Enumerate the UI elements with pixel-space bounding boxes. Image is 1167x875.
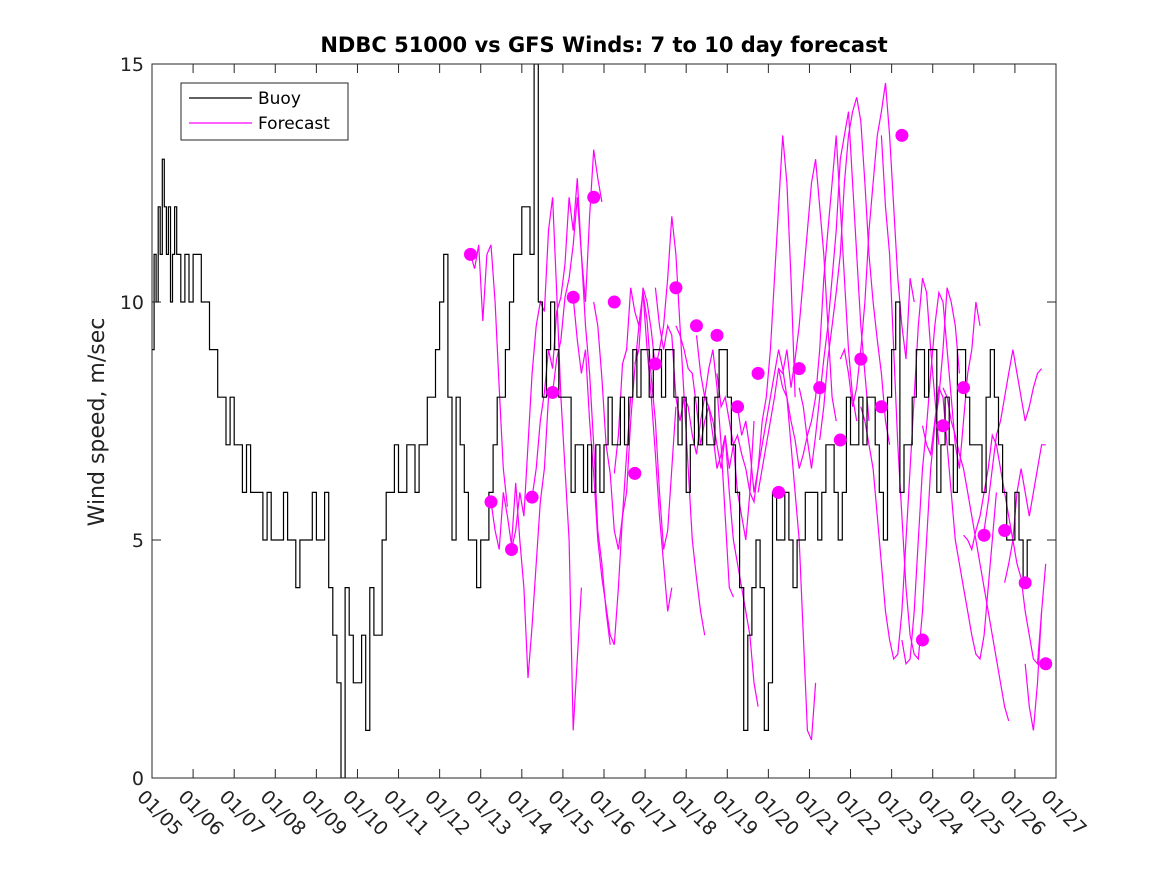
forecast-line-18 bbox=[839, 82, 915, 407]
forecast-line-13 bbox=[736, 349, 817, 741]
forecast-marker-17 bbox=[813, 381, 827, 395]
x-tick-label-6: 01/11 bbox=[379, 786, 433, 840]
y-tick-label-0: 0 bbox=[132, 768, 144, 790]
x-tick-label-22: 01/27 bbox=[1036, 786, 1090, 840]
x-tick-label-17: 01/22 bbox=[831, 786, 885, 840]
forecast-marker-21 bbox=[895, 128, 909, 142]
forecast-marker-5 bbox=[566, 290, 580, 304]
y-tick-label-3: 15 bbox=[120, 54, 144, 76]
x-tick-label-5: 01/10 bbox=[338, 786, 392, 840]
forecast-marker-12 bbox=[710, 328, 724, 342]
forecast-line-15 bbox=[778, 135, 858, 469]
x-tick-label-13: 01/18 bbox=[667, 786, 721, 840]
x-tick-label-16: 01/21 bbox=[790, 786, 844, 840]
forecast-line-22 bbox=[921, 385, 997, 661]
forecast-marker-14 bbox=[751, 366, 765, 380]
forecast-marker-0 bbox=[463, 247, 477, 261]
y-axis-label: Wind speed, m/sec bbox=[85, 318, 110, 527]
forecast-line-25 bbox=[983, 349, 1043, 531]
x-tick-label-1: 01/06 bbox=[174, 786, 228, 840]
forecast-line-27 bbox=[1024, 563, 1047, 731]
forecast-line-10 bbox=[675, 325, 755, 541]
x-tick-label-4: 01/09 bbox=[297, 786, 351, 840]
forecast-marker-23 bbox=[936, 419, 950, 433]
legend-label-buoy: Buoy bbox=[258, 89, 301, 109]
forecast-marker-16 bbox=[792, 362, 806, 376]
x-tick-label-8: 01/13 bbox=[461, 786, 515, 840]
x-tick-label-11: 01/16 bbox=[584, 786, 638, 840]
x-tick-label-2: 01/07 bbox=[215, 786, 269, 840]
x-tick-label-12: 01/17 bbox=[626, 786, 680, 840]
forecast-marker-3 bbox=[525, 490, 539, 504]
forecast-marker-26 bbox=[998, 523, 1012, 537]
forecast-marker-19 bbox=[854, 352, 868, 366]
forecast-line-21 bbox=[901, 290, 981, 666]
plot-series bbox=[152, 64, 1053, 778]
forecast-marker-2 bbox=[505, 543, 519, 557]
forecast-line-23 bbox=[942, 387, 1010, 722]
forecast-marker-6 bbox=[587, 190, 601, 204]
x-tick-label-19: 01/24 bbox=[913, 786, 967, 840]
forecast-line-7 bbox=[613, 287, 677, 550]
forecast-line-0 bbox=[469, 244, 508, 507]
x-tick-label-9: 01/14 bbox=[502, 786, 556, 840]
x-tick-label-10: 01/15 bbox=[543, 786, 597, 840]
plot-area bbox=[152, 64, 1056, 778]
forecast-line-26 bbox=[1004, 444, 1046, 583]
x-tick-label-7: 01/12 bbox=[420, 786, 474, 840]
forecast-marker-18 bbox=[833, 433, 847, 447]
legend-box bbox=[180, 82, 349, 141]
x-tick-label-21: 01/26 bbox=[995, 786, 1049, 840]
legend: Buoy Forecast bbox=[180, 82, 349, 141]
forecast-marker-10 bbox=[669, 281, 683, 295]
forecast-marker-13 bbox=[731, 400, 745, 414]
forecast-line-5 bbox=[572, 297, 632, 645]
y-tick-label-1: 5 bbox=[132, 530, 144, 552]
forecast-marker-27 bbox=[1018, 576, 1032, 590]
forecast-line-19 bbox=[860, 278, 940, 661]
forecast-marker-1 bbox=[484, 495, 498, 509]
forecast-marker-11 bbox=[689, 319, 703, 333]
forecast-line-2 bbox=[510, 197, 582, 731]
x-tick-label-3: 01/08 bbox=[256, 786, 310, 840]
forecast-marker-7 bbox=[607, 295, 621, 309]
x-tick-label-15: 01/20 bbox=[749, 786, 803, 840]
forecast-marker-4 bbox=[546, 385, 560, 399]
x-tick-label-0: 01/05 bbox=[132, 786, 186, 840]
forecast-marker-8 bbox=[628, 466, 642, 480]
forecast-line-1 bbox=[490, 397, 550, 679]
forecast-marker-15 bbox=[772, 485, 786, 499]
legend-label-forecast: Forecast bbox=[258, 114, 330, 134]
forecast-marker-22 bbox=[915, 633, 929, 647]
forecast-line-3 bbox=[531, 178, 611, 645]
x-tick-label-18: 01/23 bbox=[872, 786, 926, 840]
forecast-line-12 bbox=[716, 135, 796, 505]
forecast-marker-24 bbox=[957, 381, 971, 395]
forecast-line-14 bbox=[757, 159, 837, 493]
forecast-line-17 bbox=[819, 97, 891, 445]
forecast-marker-9 bbox=[648, 357, 662, 371]
forecast-marker-20 bbox=[874, 400, 888, 414]
buoy-line bbox=[152, 64, 1032, 778]
chart-title: NDBC 51000 vs GFS Winds: 7 to 10 day for… bbox=[320, 33, 887, 57]
forecast-line-4 bbox=[552, 149, 603, 393]
forecast-line-16 bbox=[798, 111, 870, 469]
forecast-line-8 bbox=[634, 216, 706, 636]
x-tick-label-14: 01/19 bbox=[708, 786, 762, 840]
x-tick-label-20: 01/25 bbox=[954, 786, 1008, 840]
y-tick-label-2: 10 bbox=[120, 292, 144, 314]
forecast-marker-28 bbox=[1039, 657, 1053, 671]
forecast-marker-25 bbox=[977, 528, 991, 542]
